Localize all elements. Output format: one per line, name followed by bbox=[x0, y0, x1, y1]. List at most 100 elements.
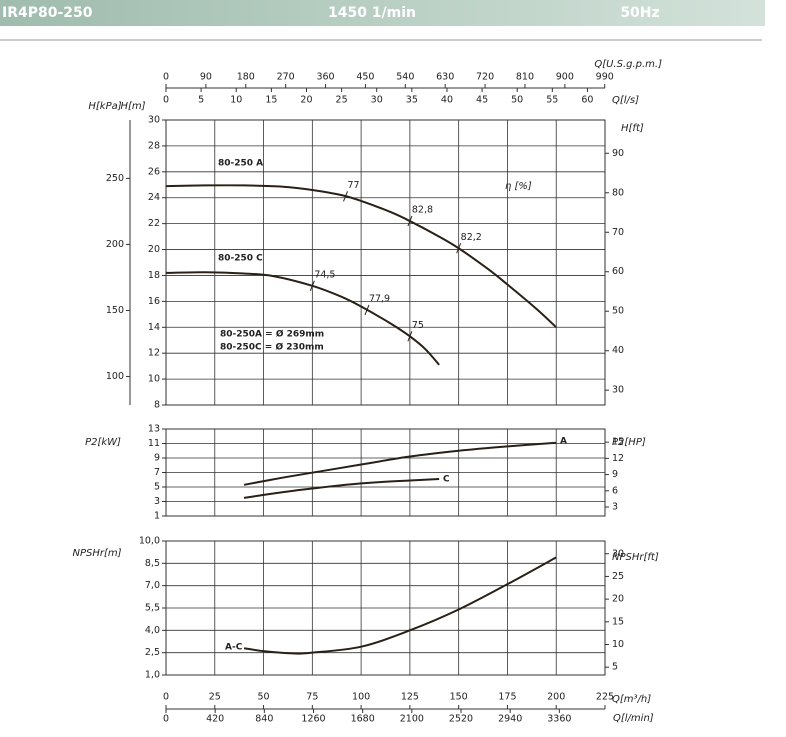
x2-tick-label: 0 bbox=[163, 714, 169, 725]
top-tick-label: 20 bbox=[300, 95, 312, 106]
y2-tick-label: 3 bbox=[612, 502, 618, 513]
x-tick-label: 0 bbox=[163, 692, 169, 703]
y-tick-label: 9 bbox=[154, 453, 160, 464]
efficiency-label: 82,2 bbox=[461, 232, 482, 243]
x-tick-label: 150 bbox=[450, 692, 468, 703]
y2-tick-label: 15 bbox=[612, 437, 624, 448]
model: IR4P80-250 bbox=[2, 5, 93, 21]
y2-tick-label: 5 bbox=[612, 662, 618, 673]
top-tick-label: 35 bbox=[406, 95, 418, 106]
curve bbox=[243, 478, 440, 499]
y2-tick-label: 25 bbox=[612, 571, 624, 582]
y2-tick-label: 9 bbox=[612, 469, 618, 480]
efficiency-mark bbox=[309, 280, 315, 292]
top-tick-label: 30 bbox=[371, 95, 383, 106]
top-tick-label: 630 bbox=[436, 72, 454, 83]
efficiency-mark bbox=[407, 215, 413, 227]
y-axis-label: H[m] bbox=[120, 101, 145, 112]
y-tick-label: 26 bbox=[148, 166, 160, 177]
outer-axis-label: H[kPa] bbox=[88, 101, 121, 112]
y-tick-label: 3 bbox=[154, 496, 160, 507]
x2-tick-label: 2940 bbox=[498, 714, 522, 725]
y-tick-label: 18 bbox=[148, 270, 160, 281]
y2-tick-label: 30 bbox=[612, 548, 624, 559]
y-tick-label: 20 bbox=[148, 244, 160, 255]
y-tick-label: 8,5 bbox=[145, 558, 160, 569]
top-tick-label: 60 bbox=[581, 95, 593, 106]
top-tick-label: 360 bbox=[316, 72, 334, 83]
x2-axis-label: Q[l/min] bbox=[613, 713, 654, 724]
y-tick-label: 5,5 bbox=[145, 603, 160, 614]
top-tick-label: 55 bbox=[546, 95, 558, 106]
y2-tick-label: 80 bbox=[612, 187, 624, 198]
annotation: 80-250C = Ø 230mm bbox=[220, 342, 324, 353]
x-tick-label: 125 bbox=[401, 692, 419, 703]
x-tick-label: 75 bbox=[306, 692, 318, 703]
x2-tick-label: 840 bbox=[255, 714, 273, 725]
y2-tick-label: 20 bbox=[612, 594, 624, 605]
x-tick-label: 200 bbox=[547, 692, 565, 703]
y-tick-label: 22 bbox=[148, 218, 160, 229]
efficiency-label: 77 bbox=[348, 180, 360, 191]
top-tick-label: 810 bbox=[516, 72, 534, 83]
efficiency-mark bbox=[343, 191, 348, 202]
x2-tick-label: 420 bbox=[206, 714, 224, 725]
top-tick-label: 450 bbox=[356, 72, 374, 83]
header-bar bbox=[0, 0, 765, 26]
y-tick-label: 16 bbox=[148, 296, 160, 307]
x-tick-label: 175 bbox=[498, 692, 516, 703]
outer-tick-label: 100 bbox=[106, 371, 124, 382]
y2-axis-label: P2[HP] bbox=[612, 437, 646, 448]
y2-tick-label: 15 bbox=[612, 616, 624, 627]
y-axis-label: P2[kW] bbox=[85, 437, 121, 448]
y2-axis-label: H[ft] bbox=[621, 123, 644, 134]
top-tick-label: 540 bbox=[396, 72, 414, 83]
y-tick-label: 4,0 bbox=[145, 625, 160, 636]
y-tick-label: 7 bbox=[154, 467, 160, 478]
y2-tick-label: 6 bbox=[612, 485, 618, 496]
top-tick-label: 270 bbox=[277, 72, 295, 83]
curve-label: 80-250 A bbox=[218, 159, 263, 169]
curve-label: A-C bbox=[225, 643, 243, 653]
top-tick-label: 90 bbox=[200, 72, 212, 83]
x2-tick-label: 1260 bbox=[301, 714, 325, 725]
top-tick-label: 180 bbox=[237, 72, 255, 83]
x2-tick-label: 1680 bbox=[351, 714, 375, 725]
x-axis-label: Q[m³/h] bbox=[612, 694, 651, 705]
top-tick-label: 0 bbox=[163, 72, 169, 83]
x-tick-label: 100 bbox=[352, 692, 370, 703]
outer-tick-label: 200 bbox=[106, 239, 124, 250]
x2-tick-label: 3360 bbox=[547, 714, 571, 725]
top-axis-label: Q[U.S.g.p.m.] bbox=[594, 59, 662, 70]
y-tick-label: 11 bbox=[148, 438, 160, 449]
y-tick-label: 1 bbox=[154, 511, 160, 522]
curve bbox=[165, 184, 557, 329]
top-tick-label: 40 bbox=[441, 95, 453, 106]
efficiency-mark bbox=[456, 243, 462, 254]
curve bbox=[165, 271, 440, 366]
x-tick-label: 225 bbox=[596, 692, 614, 703]
x2-tick-label: 2520 bbox=[449, 714, 473, 725]
y-tick-label: 14 bbox=[148, 322, 160, 333]
top-tick-label: 5 bbox=[198, 95, 204, 106]
y-tick-label: 8 bbox=[154, 400, 160, 411]
y2-tick-label: 10 bbox=[612, 639, 624, 650]
curve bbox=[243, 441, 557, 486]
top-tick-label: 45 bbox=[476, 95, 488, 106]
y-tick-label: 10,0 bbox=[139, 536, 160, 547]
top-tick-label: 25 bbox=[336, 95, 348, 106]
efficiency-label: 74,5 bbox=[314, 269, 335, 280]
y2-tick-label: 90 bbox=[612, 148, 624, 159]
y-tick-label: 12 bbox=[148, 348, 160, 359]
y2-axis-label: NPSHr[ft] bbox=[612, 552, 659, 563]
y-axis-label: NPSHr[m] bbox=[72, 548, 121, 559]
y-tick-label: 7,0 bbox=[145, 580, 160, 591]
top-tick-label: 0 bbox=[163, 95, 169, 106]
annotation: 80-250A = Ø 269mm bbox=[220, 329, 324, 340]
curve-label: C bbox=[443, 475, 450, 485]
y2-tick-label: 60 bbox=[612, 266, 624, 277]
y-tick-label: 13 bbox=[148, 424, 160, 435]
top-tick-label: 15 bbox=[265, 95, 277, 106]
speed: 1450 1/min bbox=[328, 5, 416, 21]
